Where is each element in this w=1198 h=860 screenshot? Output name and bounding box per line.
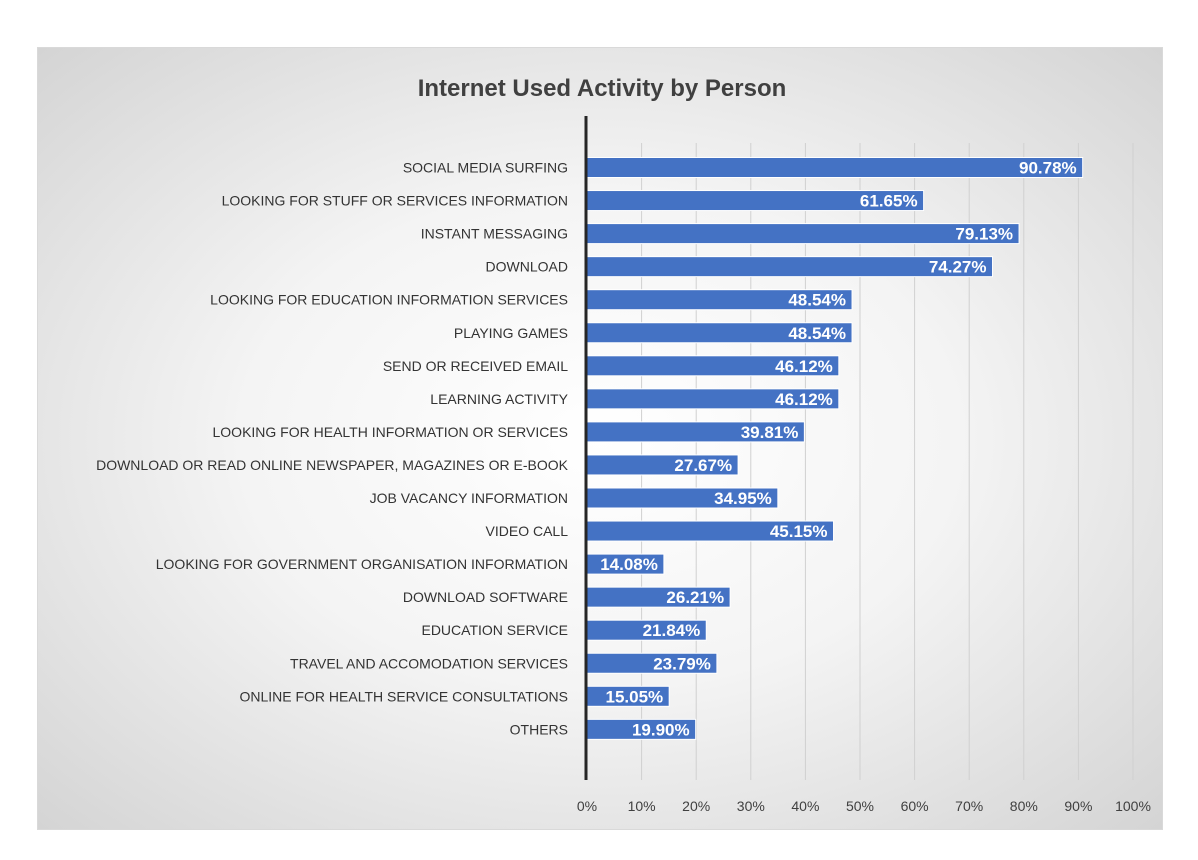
category-label: ONLINE FOR HEALTH SERVICE CONSULTATIONS <box>239 688 568 704</box>
chart-frame: Internet Used Activity by Person 90.78% 6… <box>37 47 1163 830</box>
category-label: OTHERS <box>510 721 568 737</box>
category-label: LOOKING FOR STUFF OR SERVICES INFORMATIO… <box>222 193 568 209</box>
category-label: SOCIAL MEDIA SURFING <box>403 160 568 176</box>
x-axis-ticks: 0% 10% 20% 30% 40% 50% 60% 70% 80% 90% 100% <box>577 798 1151 814</box>
x-tick-label: 90% <box>1064 798 1092 814</box>
data-label: 61.65% <box>860 192 918 211</box>
x-tick-label: 10% <box>628 798 656 814</box>
data-label: 79.13% <box>955 225 1013 244</box>
data-label: 46.12% <box>775 390 833 409</box>
caption-remnant <box>0 842 1198 860</box>
category-label: TRAVEL AND ACCOMODATION SERVICES <box>290 655 568 671</box>
category-label: DOWNLOAD SOFTWARE <box>403 589 568 605</box>
category-label: LOOKING FOR GOVERNMENT ORGANISATION INFO… <box>156 556 568 572</box>
bars <box>586 157 1084 740</box>
bar <box>586 157 1084 178</box>
data-label: 27.67% <box>674 456 732 475</box>
x-tick-label: 0% <box>577 798 597 814</box>
x-tick-label: 40% <box>791 798 819 814</box>
category-label: DOWNLOAD OR READ ONLINE NEWSPAPER, MAGAZ… <box>96 457 569 473</box>
x-tick-label: 70% <box>955 798 983 814</box>
x-tick-label: 100% <box>1115 798 1151 814</box>
bar-chart: Internet Used Activity by Person 90.78% 6… <box>96 75 1151 814</box>
category-label: LOOKING FOR HEALTH INFORMATION OR SERVIC… <box>213 424 569 440</box>
data-label: 34.95% <box>714 489 772 508</box>
data-label: 45.15% <box>770 522 828 541</box>
data-label: 48.54% <box>788 291 846 310</box>
x-tick-label: 60% <box>901 798 929 814</box>
data-label: 39.81% <box>741 423 799 442</box>
x-tick-label: 30% <box>737 798 765 814</box>
data-labels: 90.78% 61.65% 79.13% 74.27% 48.54% 48.54% 46.1… <box>600 159 1076 740</box>
data-label: 21.84% <box>643 621 701 640</box>
category-label: JOB VACANCY INFORMATION <box>370 490 568 506</box>
category-label: INSTANT MESSAGING <box>421 226 568 242</box>
category-label: LOOKING FOR EDUCATION INFORMATION SERVIC… <box>210 292 568 308</box>
data-label: 90.78% <box>1019 159 1077 178</box>
data-label: 23.79% <box>653 654 711 673</box>
category-label: PLAYING GAMES <box>454 325 568 341</box>
x-tick-label: 20% <box>682 798 710 814</box>
data-label: 19.90% <box>632 720 690 739</box>
category-label: DOWNLOAD <box>486 259 568 275</box>
data-label: 46.12% <box>775 357 833 376</box>
chart-title: Internet Used Activity by Person <box>418 75 787 102</box>
data-label: 14.08% <box>600 555 658 574</box>
category-labels: SOCIAL MEDIA SURFING LOOKING FOR STUFF OR… <box>96 160 569 738</box>
category-label: EDUCATION SERVICE <box>421 622 568 638</box>
x-tick-label: 50% <box>846 798 874 814</box>
data-label: 48.54% <box>788 324 846 343</box>
bar <box>586 223 1020 245</box>
category-label: VIDEO CALL <box>486 523 569 539</box>
gridlines <box>641 143 1134 780</box>
data-label: 15.05% <box>606 687 664 706</box>
category-label: LEARNING ACTIVITY <box>430 391 568 407</box>
data-label: 26.21% <box>666 588 724 607</box>
x-tick-label: 80% <box>1010 798 1038 814</box>
data-label: 74.27% <box>929 258 987 277</box>
category-label: SEND OR RECEIVED EMAIL <box>383 358 568 374</box>
